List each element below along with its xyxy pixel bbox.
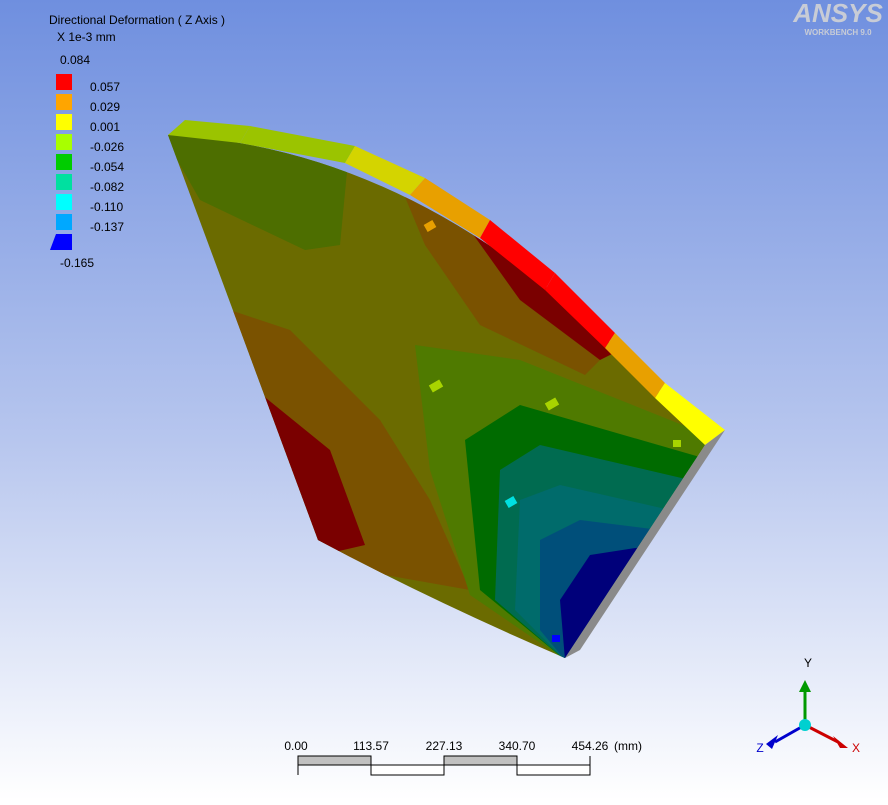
legend-label: -0.054 <box>90 160 124 174</box>
scale-label: 227.13 <box>426 739 463 753</box>
legend: 0.057 0.029 0.001 -0.026 -0.054 -0.082 -0.110 -… <box>50 74 124 270</box>
model-rim <box>605 333 665 398</box>
legend-label: -0.082 <box>90 180 124 194</box>
scale-label: 113.57 <box>353 739 389 753</box>
legend-unit: X 1e-3 mm <box>57 30 116 44</box>
scale-unit: (mm) <box>614 739 642 753</box>
axis-label: Y <box>804 656 812 670</box>
legend-swatch <box>56 194 72 210</box>
probe <box>428 379 444 393</box>
model-rim <box>345 146 425 195</box>
axis-label: X <box>852 741 860 755</box>
model-rim <box>480 220 555 290</box>
probe <box>673 440 681 447</box>
legend-label: -0.110 <box>90 200 123 214</box>
legend-title: Directional Deformation ( Z Axis ) <box>49 13 225 27</box>
logo-version: WORKBENCH 9.0 <box>804 28 872 37</box>
legend-label: 0.084 <box>60 53 90 67</box>
triad: Y X Z <box>756 656 860 755</box>
probe <box>504 496 518 508</box>
legend-swatch <box>56 214 72 230</box>
probe <box>423 220 437 232</box>
scale-label: 454.26 <box>572 739 609 753</box>
model-rim <box>655 383 725 445</box>
axis-label: Z <box>756 741 763 755</box>
scale-segment <box>443 755 518 766</box>
legend-swatch <box>56 94 72 110</box>
scale-segment <box>370 764 445 776</box>
scale-bar: (mm) 0.00 113.57 227.13 340.70 454.26 <box>284 739 642 776</box>
legend-swatch <box>56 74 72 90</box>
scale-label: 0.00 <box>284 739 308 753</box>
scale-label: 340.70 <box>499 739 536 753</box>
legend-label: 0.029 <box>90 100 120 114</box>
legend-swatch <box>56 114 72 130</box>
logo: ANSYS <box>792 0 883 28</box>
legend-swatch <box>56 134 72 150</box>
legend-swatch <box>50 234 72 250</box>
legend-label: 0.057 <box>90 80 120 94</box>
contour <box>470 230 620 360</box>
model-rim <box>168 120 250 143</box>
scale-segment <box>516 764 591 776</box>
contour <box>250 385 365 560</box>
probe <box>552 635 560 642</box>
contour <box>168 135 350 250</box>
model <box>168 120 725 658</box>
legend-label: -0.026 <box>90 140 124 154</box>
legend-swatch <box>56 154 72 170</box>
model-rim <box>545 273 615 348</box>
probe <box>544 397 560 411</box>
scale-segment <box>297 755 372 766</box>
legend-label: -0.137 <box>90 220 124 234</box>
legend-label: -0.165 <box>60 256 94 270</box>
legend-label: 0.001 <box>90 120 120 134</box>
model-edge <box>565 430 725 658</box>
model-rim <box>240 126 355 163</box>
legend-swatch <box>56 174 72 190</box>
model-rim <box>410 178 490 238</box>
